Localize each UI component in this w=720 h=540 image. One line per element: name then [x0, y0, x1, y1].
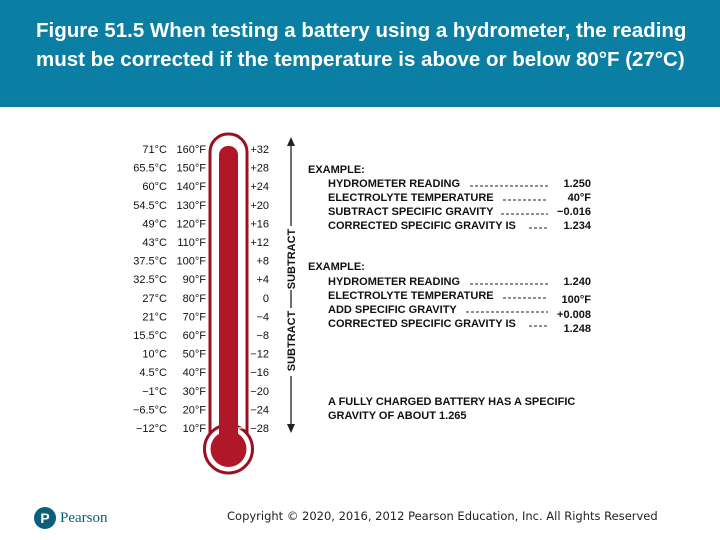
correction-label: +32 [250, 144, 269, 156]
celsius-label: 54.5°C [133, 200, 167, 212]
example-1-line-1-value: 1.250 [563, 178, 591, 190]
example-1-line-3-value: −0.016 [557, 206, 591, 218]
fahrenheit-label: 100°F [177, 256, 207, 268]
note-line-2: GRAVITY OF ABOUT 1.265 [328, 410, 467, 422]
subtract-arrow: SUBTRACT SUBTRACT [283, 137, 299, 433]
pearson-logo: P Pearson [34, 505, 108, 531]
celsius-label: 4.5°C [139, 367, 167, 379]
correction-label: +4 [256, 274, 269, 286]
celsius-label: 10°C [142, 349, 167, 361]
fahrenheit-label: 150°F [177, 163, 207, 175]
fahrenheit-label: 10°F [183, 423, 207, 435]
example-2-line-3-label: ADD SPECIFIC GRAVITY [328, 304, 457, 316]
example-1-line-2-value: 40°F [568, 192, 592, 204]
correction-label: +24 [250, 181, 269, 193]
correction-label: +28 [250, 163, 269, 175]
example-2-line-2-value: 100°F [562, 294, 592, 306]
celsius-label: 65.5°C [133, 163, 167, 175]
thermometer [203, 132, 254, 475]
example-1-line-1-label: HYDROMETER READING [328, 178, 460, 190]
pearson-logo-icon: P [34, 507, 56, 529]
correction-label: −4 [256, 311, 269, 323]
celsius-label: 49°C [142, 218, 167, 230]
fahrenheit-label: 70°F [183, 311, 207, 323]
correction-label: −8 [256, 330, 269, 342]
hydrometer-correction-diagram: 71°C 160°F +32 65.5°C 150°F +28 60°C 140°F +24 54… [133, 132, 592, 475]
correction-label: +16 [250, 218, 269, 230]
celsius-label: −6.5°C [133, 404, 167, 416]
celsius-label: 15.5°C [133, 330, 167, 342]
example-2-line-4-label: CORRECTED SPECIFIC GRAVITY IS [328, 318, 516, 330]
celsius-label: −12°C [136, 423, 167, 435]
example-1-line-2-label: ELECTROLYTE TEMPERATURE [328, 192, 494, 204]
correction-label: −28 [250, 423, 269, 435]
thermometer-scale: 71°C 160°F +32 65.5°C 150°F +28 60°C 140°F +24 54… [133, 144, 269, 435]
figure-title: Figure 51.5 When testing a battery using… [36, 19, 687, 71]
example-2-heading: EXAMPLE: [308, 261, 365, 273]
correction-label: +8 [256, 256, 269, 268]
correction-label: −24 [250, 404, 269, 416]
example-2-line-1-value: 1.240 [563, 276, 591, 288]
subtract-label-upper: SUBTRACT [286, 228, 298, 289]
fahrenheit-label: 50°F [183, 349, 207, 361]
example-2-line-1-label: HYDROMETER READING [328, 276, 460, 288]
celsius-label: 27°C [142, 293, 167, 305]
correction-label: +12 [250, 237, 269, 249]
arrow-down-icon [287, 424, 295, 433]
example-1: EXAMPLE: HYDROMETER READING 1.250 ELECTR… [308, 164, 592, 232]
example-2-line-4-value: 1.248 [563, 323, 591, 335]
note-line-1: A FULLY CHARGED BATTERY HAS A SPECIFIC [328, 396, 575, 408]
fahrenheit-label: 160°F [177, 144, 207, 156]
fahrenheit-label: 60°F [183, 330, 207, 342]
correction-label: −20 [250, 386, 269, 398]
example-2: EXAMPLE: HYDROMETER READING 1.240 ELECTR… [308, 261, 591, 335]
note: A FULLY CHARGED BATTERY HAS A SPECIFIC G… [328, 396, 575, 422]
example-1-heading: EXAMPLE: [308, 164, 365, 176]
title-bar: Figure 51.5 When testing a battery using… [0, 0, 720, 107]
example-1-line-4-value: 1.234 [563, 220, 591, 232]
example-1-line-3-label: SUBTRACT SPECIFIC GRAVITY [328, 206, 494, 218]
correction-label: −12 [250, 349, 269, 361]
fahrenheit-label: 40°F [183, 367, 207, 379]
thermometer-mercury-column [219, 146, 238, 456]
celsius-label: 43°C [142, 237, 167, 249]
celsius-label: 71°C [142, 144, 167, 156]
correction-label: 0 [263, 293, 269, 305]
correction-label: −16 [250, 367, 269, 379]
fahrenheit-label: 90°F [183, 274, 207, 286]
fahrenheit-label: 120°F [177, 218, 207, 230]
pearson-logo-text: Pearson [60, 509, 108, 526]
celsius-label: −1°C [142, 386, 167, 398]
fahrenheit-label: 30°F [183, 386, 207, 398]
fahrenheit-label: 110°F [177, 237, 206, 249]
example-2-line-2-label: ELECTROLYTE TEMPERATURE [328, 290, 494, 302]
fahrenheit-label: 80°F [183, 293, 207, 305]
arrow-up-icon [287, 137, 295, 146]
thermometer-mercury-bulb [210, 431, 247, 467]
celsius-label: 21°C [142, 311, 167, 323]
correction-label: +20 [250, 200, 269, 212]
fahrenheit-label: 20°F [183, 404, 207, 416]
celsius-label: 37.5°C [133, 256, 167, 268]
fahrenheit-label: 140°F [177, 181, 207, 193]
subtract-label-lower: SUBTRACT [286, 310, 298, 371]
celsius-label: 60°C [142, 181, 167, 193]
copyright-notice: Copyright © 2020, 2016, 2012 Pearson Edu… [227, 509, 658, 523]
example-1-line-4-label: CORRECTED SPECIFIC GRAVITY IS [328, 220, 516, 232]
fahrenheit-label: 130°F [177, 200, 207, 212]
example-2-line-3-value: +0.008 [557, 309, 591, 321]
celsius-label: 32.5°C [133, 274, 167, 286]
